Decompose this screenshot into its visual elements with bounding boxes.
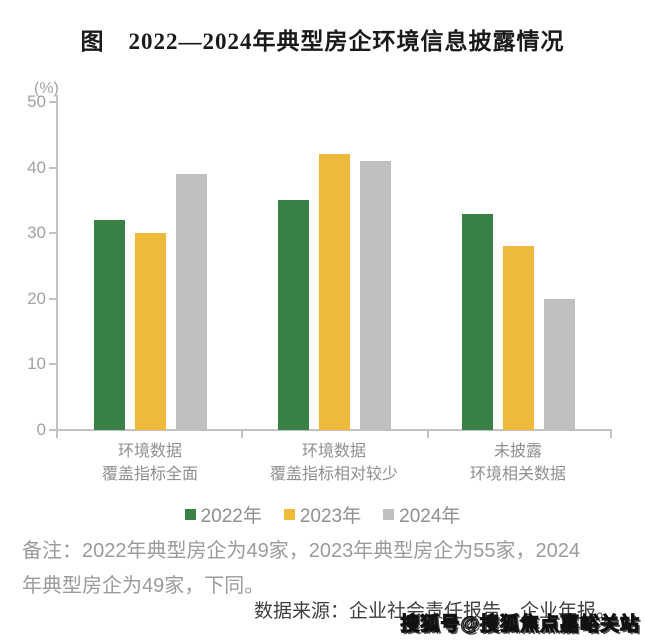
legend-item: 2022年 [184,501,262,528]
x-tick [241,431,244,438]
x-category-label-line: 环境数据 [301,443,366,460]
x-category-label-line: 覆盖指标相对较少 [269,466,398,483]
legend-swatch [184,509,196,520]
bar-group [426,102,610,430]
y-tick [49,429,57,431]
x-tick [610,431,612,438]
chart-title: 图 2022—2024年典型房企环境信息披露情况 [80,29,565,54]
legend-swatch [283,509,295,520]
x-category-label-line: 未披露 [493,443,542,460]
bar [277,200,309,430]
legend-swatch [383,509,395,520]
footnote-line: 年典型房企为49家，下同。 [22,575,265,597]
legend-item: 2023年 [283,501,362,528]
x-category-label: 环境数据覆盖指标全面 [58,440,242,486]
footnote: 备注：2022年典型房企为49家，2023年典型房企为55家，2024 年典型房… [22,534,630,604]
y-tick-label: 20 [27,288,46,308]
x-category-label-line: 环境数据 [117,443,182,460]
x-category-label-line: 覆盖指标全面 [101,466,198,483]
y-tick [49,363,57,366]
legend-label: 2022年 [200,506,262,527]
x-category-label-line: 环境相关数据 [469,466,566,483]
y-tick-label: 0 [36,420,46,439]
y-tick [49,232,57,235]
x-axis-category-labels: 环境数据 覆盖指标全面 环境数据 覆盖指标相对较少 未披露 环境相关数据 [58,440,610,486]
bar [175,174,207,430]
legend-item: 2024年 [383,501,460,528]
y-tick [49,297,57,300]
footnote-line: 备注：2022年典型房企为49家，2023年典型房企为55家，2024 [22,540,580,562]
y-axis: 0 10 20 30 40 50 [0,92,57,439]
legend-label: 2024年 [399,506,461,527]
bar [461,213,493,430]
x-axis-line [56,429,612,431]
y-tick-label: 10 [27,354,46,374]
x-tick [426,431,429,438]
x-axis-ticks [56,431,612,439]
x-category-label: 环境数据覆盖指标相对较少 [242,440,426,486]
y-tick-label: 50 [27,92,46,111]
bar [359,161,391,430]
legend-label: 2023年 [299,506,362,527]
y-axis-line [56,95,58,431]
x-category-label: 未披露 环境相关数据 [426,440,610,486]
y-tick [49,166,57,169]
bar [543,298,575,430]
y-axis-unit-label: (%) [34,80,59,97]
x-tick [56,431,58,438]
bar [134,233,166,430]
bar [502,246,534,430]
y-tick [49,101,57,103]
bar-group [58,102,242,430]
data-source: 数据来源：企业社会责任报告、企业年报。 [253,601,615,622]
y-tick-label: 40 [27,157,46,177]
y-tick-label: 30 [27,223,46,243]
legend: 2022年 2023年 2024年 [0,501,645,528]
bar-group [242,102,426,430]
bar [93,220,125,430]
watermark: 搜狐号@搜狐焦点嘉峪关站 [400,613,640,635]
bar [318,154,350,430]
plot-area [58,102,610,430]
